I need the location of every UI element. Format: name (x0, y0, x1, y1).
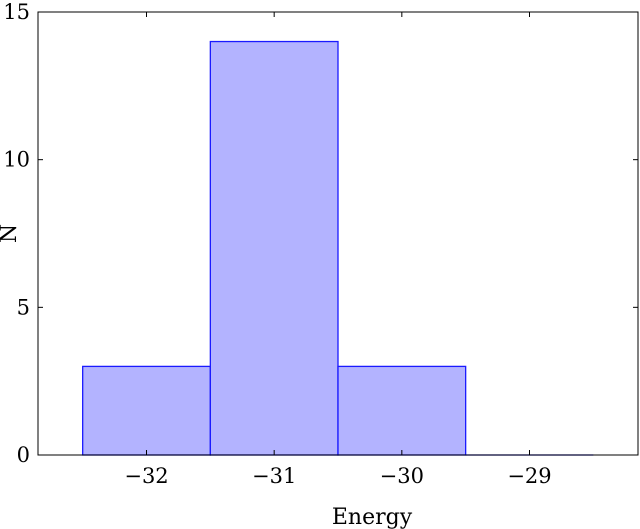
x-tick-label: −30 (380, 464, 424, 488)
plot-frame (37, 11, 639, 456)
y-tick-label: 15 (3, 0, 30, 24)
y-tick-label: 10 (3, 148, 30, 172)
y-axis-ticks: 0 5 10 15 (3, 0, 638, 467)
bars-group (82, 40, 594, 456)
x-tick-label: −32 (124, 464, 168, 488)
y-tick-label: 5 (17, 295, 30, 319)
x-axis-label: Energy (332, 505, 413, 529)
histogram-bar-2 (209, 40, 339, 456)
x-tick-label: −29 (507, 464, 551, 488)
x-axis-ticks: −32 −31 −30 −29 (124, 12, 552, 488)
y-axis-label: N (0, 224, 22, 243)
x-tick-label: −31 (252, 464, 296, 488)
histogram-bar-1 (82, 365, 211, 456)
histogram-bar-3 (337, 365, 467, 456)
y-tick-label: 0 (17, 443, 30, 467)
